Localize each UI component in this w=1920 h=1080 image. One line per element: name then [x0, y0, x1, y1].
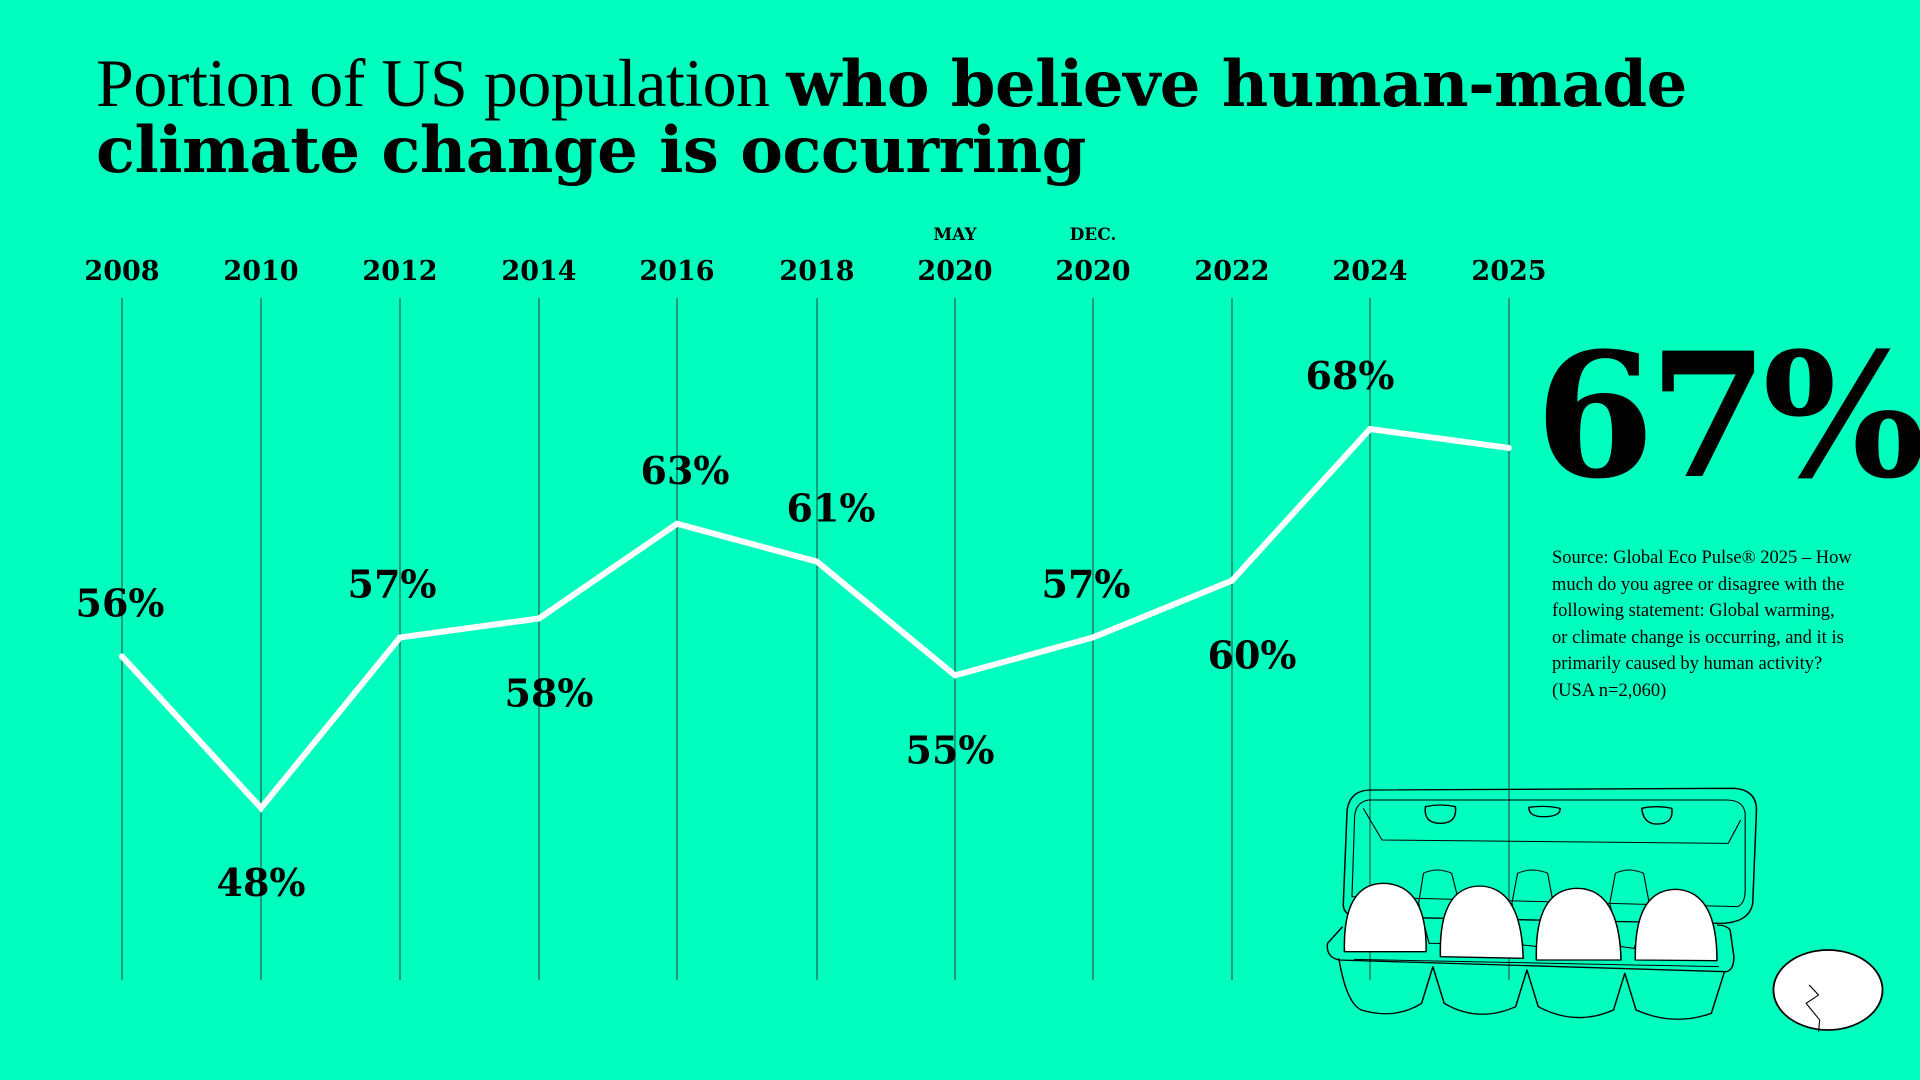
title-light: Portion of US population — [96, 45, 787, 121]
x-tick-label: 2020 — [917, 256, 992, 287]
chart-title: Portion of US population who believe hum… — [96, 49, 1920, 184]
data-point — [1506, 444, 1512, 451]
egg-carton-illustration — [1326, 787, 1884, 1032]
egg — [1343, 882, 1427, 953]
carton-lid — [1342, 787, 1758, 924]
x-tick-label: 2010 — [223, 256, 298, 287]
data-label: 55% — [906, 727, 995, 772]
egg — [1535, 887, 1622, 961]
data-label: 58% — [505, 671, 594, 716]
data-point — [1090, 634, 1096, 641]
data-point — [814, 558, 820, 565]
data-label: 60% — [1208, 633, 1297, 678]
data-point — [1229, 577, 1235, 584]
data-label: 57% — [348, 561, 437, 606]
eggs-in-carton — [1343, 882, 1718, 962]
data-point — [397, 634, 403, 641]
x-tick-label: 2025 — [1471, 256, 1546, 287]
cracked-egg — [1772, 949, 1884, 1032]
x-tick-label: 2008 — [84, 256, 159, 287]
x-tick-label: 2012 — [362, 256, 437, 287]
egg-cone-dividers — [1418, 869, 1650, 949]
source-note: Source: Global Eco Pulse® 2025 – How muc… — [1552, 548, 1852, 701]
x-tick-label: 2020 — [1055, 256, 1130, 287]
data-label: 56% — [76, 580, 165, 625]
data-label: 61% — [787, 486, 876, 531]
data-label: 57% — [1042, 561, 1131, 606]
data-label: 68% — [1306, 353, 1395, 398]
x-tick-label: 2014 — [501, 256, 576, 287]
x-tick-sublabel: MAY — [933, 225, 977, 245]
x-tick-sublabel: DEC. — [1070, 225, 1117, 245]
x-tick-label: 2016 — [639, 256, 714, 287]
data-label: 48% — [217, 860, 306, 905]
x-tick-label: 2022 — [1194, 256, 1269, 287]
data-point — [536, 615, 542, 622]
x-tick-label: 2024 — [1332, 256, 1407, 287]
highlight-value: 67% — [1535, 314, 1920, 517]
data-point — [1367, 426, 1373, 432]
data-point — [258, 805, 264, 811]
data-point — [952, 672, 958, 679]
egg — [1439, 885, 1524, 959]
data-label: 63% — [641, 448, 730, 493]
data-point — [674, 520, 680, 527]
carton-base — [1326, 924, 1735, 1020]
x-tick-label: 2018 — [779, 256, 854, 287]
title-bold: who believe human-made climate change is… — [96, 47, 1687, 188]
data-point — [119, 653, 125, 660]
egg — [1634, 888, 1718, 962]
